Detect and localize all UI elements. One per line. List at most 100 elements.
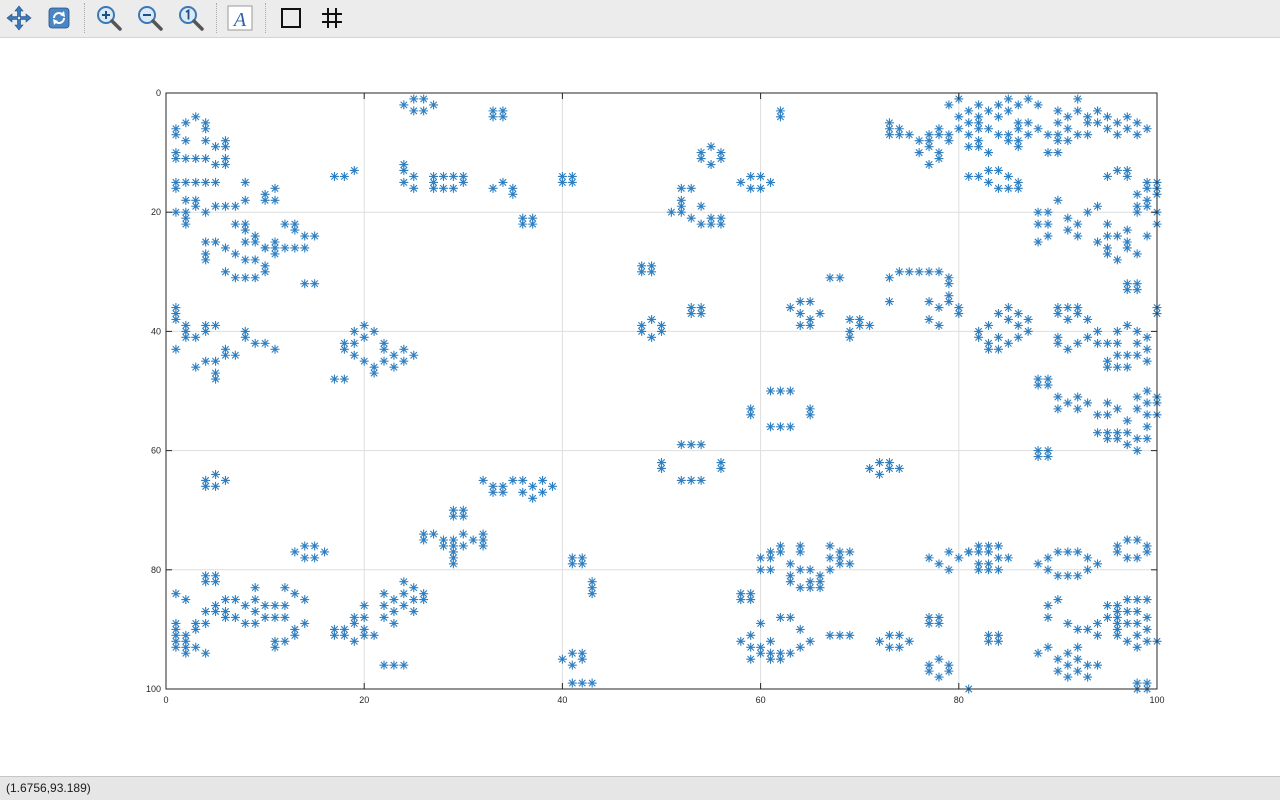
data-point [993, 541, 1003, 551]
data-point [250, 273, 260, 283]
data-point [875, 636, 885, 646]
data-point [944, 279, 954, 289]
data-point [756, 618, 766, 628]
data-point [1132, 130, 1142, 140]
data-point [1142, 624, 1152, 634]
data-point [538, 475, 548, 485]
data-point [954, 553, 964, 563]
data-point [716, 213, 726, 223]
data-point [201, 124, 211, 134]
data-point [201, 136, 211, 146]
data-point [1122, 279, 1132, 289]
data-point [359, 612, 369, 622]
figure-canvas[interactable]: 0 20 40 60 80 100 0 20 40 60 80 100 [0, 38, 1280, 776]
data-point [1132, 189, 1142, 199]
data-point [528, 493, 538, 503]
data-point [815, 583, 825, 593]
data-point [647, 314, 657, 324]
data-point [171, 344, 181, 354]
grid-toggle-button[interactable] [315, 2, 349, 34]
data-point [577, 648, 587, 658]
data-point [1043, 380, 1053, 390]
box-toggle-button[interactable] [274, 2, 308, 34]
data-point [1122, 618, 1132, 628]
data-point [825, 630, 835, 640]
data-point [191, 154, 201, 164]
data-point [518, 475, 528, 485]
zoom-out-button[interactable] [133, 2, 167, 34]
data-point [775, 106, 785, 116]
data-point [746, 595, 756, 605]
data-point [1112, 326, 1122, 336]
data-point [1112, 165, 1122, 175]
pan-button[interactable] [2, 2, 36, 34]
data-point [1053, 338, 1063, 348]
data-point [706, 142, 716, 152]
data-point [1122, 243, 1132, 253]
data-point [329, 374, 339, 384]
data-point [984, 636, 994, 646]
data-point [488, 112, 498, 122]
data-point [211, 320, 221, 330]
data-point [1142, 386, 1152, 396]
data-point [657, 463, 666, 473]
data-point [557, 177, 567, 187]
text-a-icon: A [227, 5, 253, 31]
data-point [1003, 106, 1013, 116]
text-button[interactable]: A [223, 2, 257, 34]
data-point [369, 630, 379, 640]
data-point [1132, 207, 1142, 217]
data-point [211, 577, 221, 587]
data-point [577, 553, 587, 563]
data-point [240, 255, 250, 265]
data-point [448, 505, 458, 515]
data-point [1033, 648, 1043, 658]
data-point [240, 332, 250, 342]
data-point [676, 207, 686, 217]
data-point [211, 142, 221, 152]
data-point [191, 195, 201, 205]
data-point [785, 648, 795, 658]
data-point [220, 154, 230, 164]
data-point [547, 481, 557, 491]
data-point [795, 642, 805, 652]
rotate-button[interactable] [42, 2, 76, 34]
data-point [647, 332, 657, 342]
data-point [805, 404, 815, 414]
data-point [1043, 642, 1053, 652]
data-point [1142, 177, 1152, 187]
data-point [458, 511, 468, 521]
data-point [1122, 350, 1132, 360]
data-point [666, 207, 676, 217]
data-point [934, 320, 944, 330]
data-point [448, 535, 458, 545]
data-point [845, 332, 855, 342]
data-point [359, 332, 369, 342]
data-point [1102, 338, 1112, 348]
data-point [1112, 547, 1122, 557]
y-tick-label: 0 [156, 88, 161, 98]
data-point [766, 553, 776, 563]
data-point [775, 386, 785, 396]
data-point [191, 201, 201, 211]
data-point [1122, 112, 1132, 122]
data-point [171, 618, 181, 628]
data-point [1112, 362, 1122, 372]
data-point [339, 338, 349, 348]
data-point [944, 660, 954, 670]
data-point [894, 124, 904, 134]
data-point [855, 320, 865, 330]
zoom-reset-button[interactable] [174, 2, 208, 34]
data-point [795, 565, 805, 575]
data-point [181, 207, 191, 217]
data-point [1122, 553, 1132, 563]
data-point [230, 350, 240, 360]
data-point [240, 273, 250, 283]
data-point [884, 463, 894, 473]
zoom-in-button[interactable] [92, 2, 126, 34]
data-point [201, 607, 211, 617]
data-point [260, 243, 270, 253]
data-point [875, 469, 885, 479]
data-point [1073, 231, 1083, 241]
